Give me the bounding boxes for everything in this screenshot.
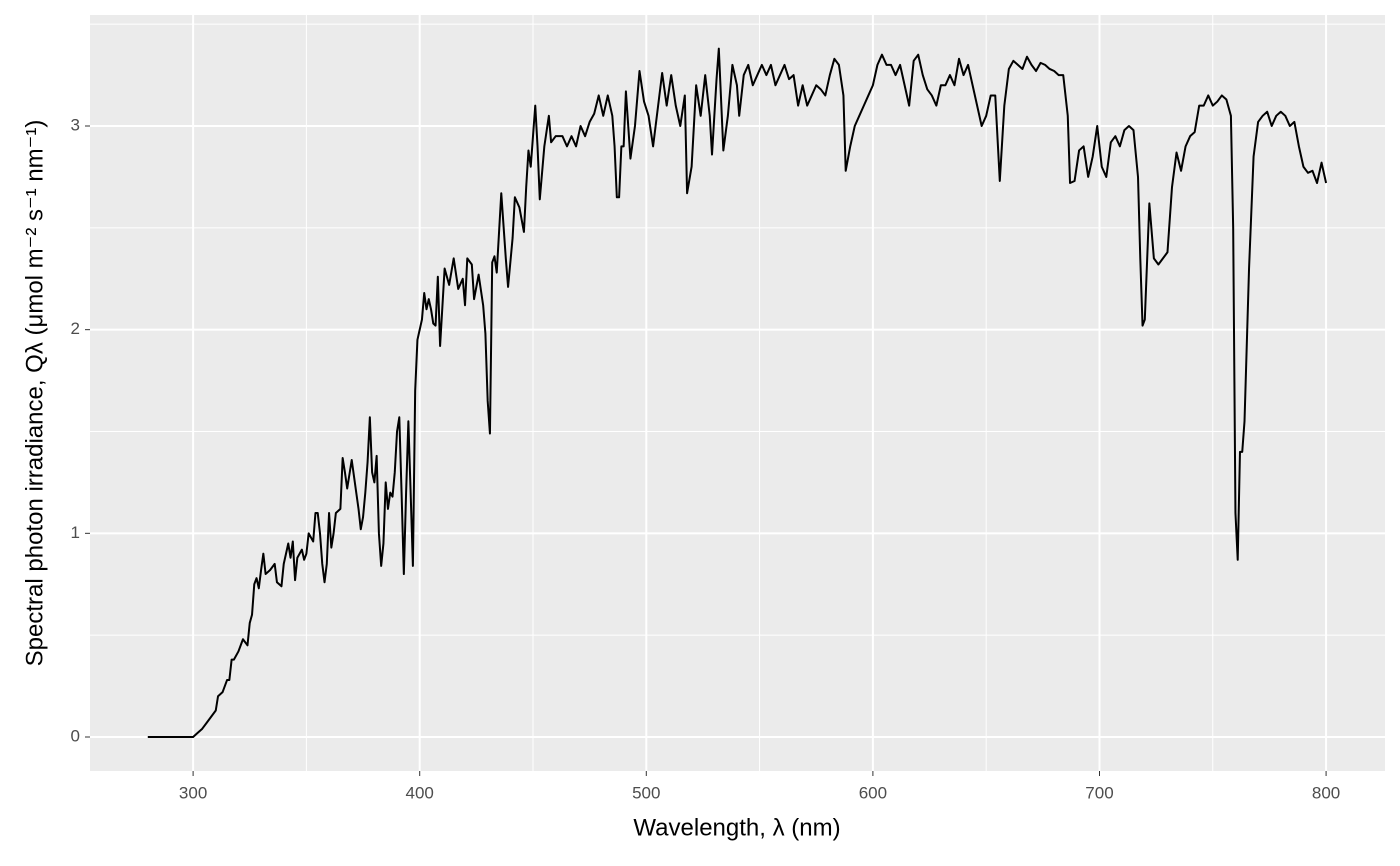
spectrum-line — [147, 47, 1328, 738]
x-tick-label: 300 — [179, 783, 207, 802]
y-tick-label: 0 — [71, 726, 80, 745]
y-tick-label: 2 — [71, 319, 80, 338]
y-tick-label: 1 — [71, 523, 80, 542]
panel — [90, 15, 1385, 771]
x-tick-label: 700 — [1085, 783, 1113, 802]
y-axis-title: Spectral photon irradiance, Qλ (μmol m⁻²… — [21, 120, 48, 667]
y-tick-label: 3 — [71, 115, 80, 134]
x-tick-label: 800 — [1312, 783, 1340, 802]
x-axis-title: Wavelength, λ (nm) — [633, 814, 840, 841]
x-tick-label: 600 — [859, 783, 887, 802]
x-tick-label: 500 — [632, 783, 660, 802]
x-tick-label: 400 — [406, 783, 434, 802]
